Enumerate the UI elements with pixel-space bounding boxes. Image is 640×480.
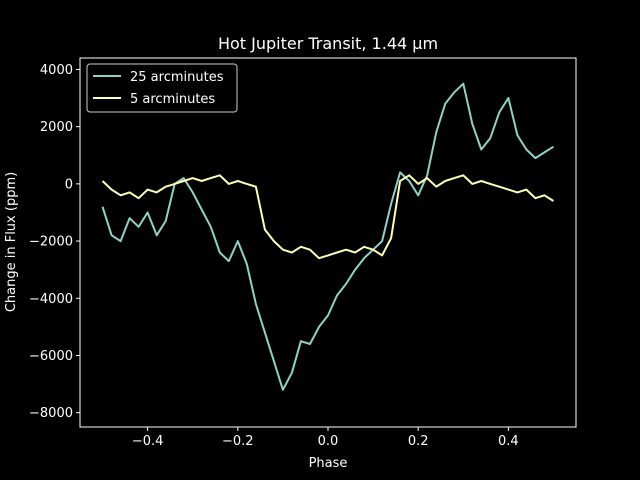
legend-box bbox=[86, 63, 238, 113]
y-tick-label: 0 bbox=[65, 177, 73, 192]
x-tick-label: −0.2 bbox=[222, 434, 254, 449]
x-tick-label: −0.4 bbox=[132, 434, 164, 449]
y-tick-label: 2000 bbox=[40, 120, 73, 135]
x-axis-ticks: −0.4 −0.2 0.0 0.2 0.4 bbox=[132, 427, 519, 449]
y-tick-label: −4000 bbox=[29, 292, 73, 307]
series-line-5-arcminutes bbox=[101, 174, 555, 260]
legend-label-5-arcminutes: 5 arcminutes bbox=[130, 92, 215, 107]
y-axis-ticks: −8000 −6000 −4000 −2000 0 2000 4000 bbox=[29, 63, 80, 421]
x-tick-label: 0.2 bbox=[408, 434, 429, 449]
y-tick-label: 4000 bbox=[40, 63, 73, 78]
x-axis-label: Phase bbox=[309, 456, 348, 471]
chart-title: Hot Jupiter Transit, 1.44 µm bbox=[218, 34, 438, 53]
legend: 25 arcminutes 5 arcminutes bbox=[86, 63, 238, 113]
y-tick-label: −6000 bbox=[29, 349, 73, 364]
y-tick-label: −8000 bbox=[29, 406, 73, 421]
series-layer bbox=[101, 82, 555, 391]
x-tick-label: 0.4 bbox=[498, 434, 519, 449]
y-tick-label: −2000 bbox=[29, 235, 73, 250]
y-axis-label: Change in Flux (ppm) bbox=[4, 172, 19, 312]
legend-label-25-arcminutes: 25 arcminutes bbox=[130, 70, 224, 85]
x-tick-label: 0.0 bbox=[318, 434, 339, 449]
